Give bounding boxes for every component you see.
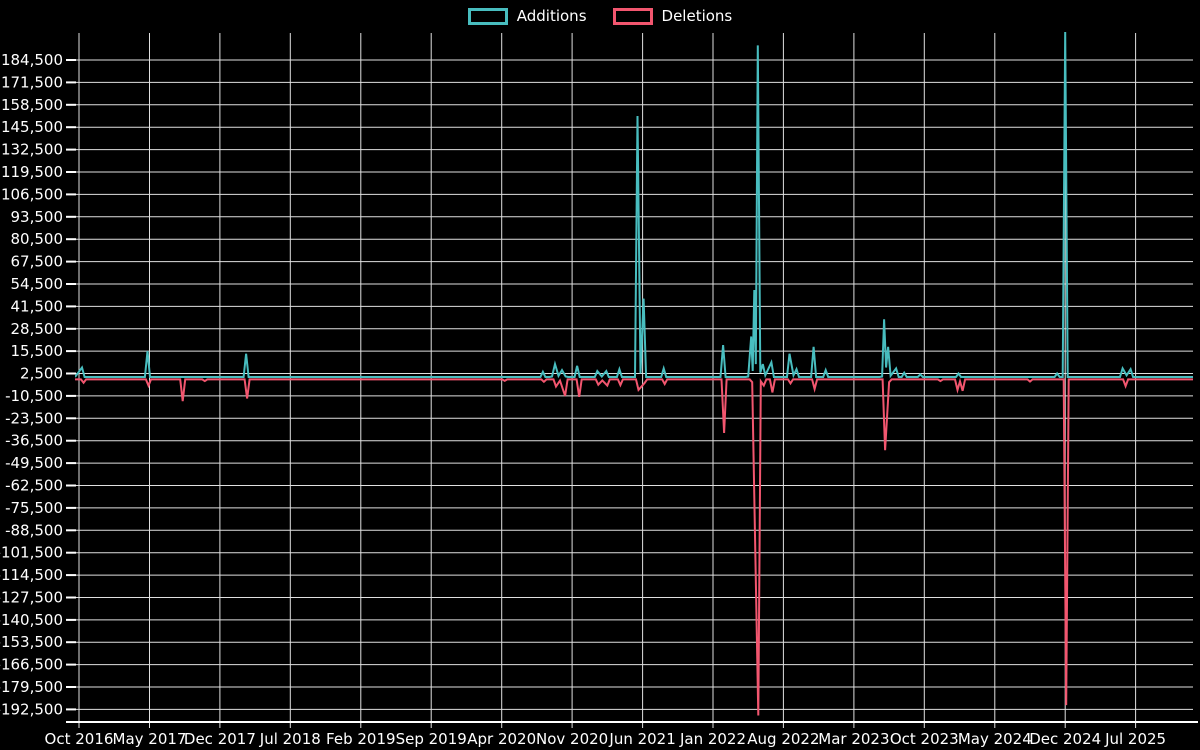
x-tick-label: Aug 2022 bbox=[747, 730, 819, 748]
y-tick-label: 158,500 bbox=[1, 96, 63, 114]
y-tick-label: 15,500 bbox=[11, 342, 64, 360]
deletions-swatch-icon bbox=[612, 7, 653, 25]
x-tick-label: Mar 2023 bbox=[818, 730, 889, 748]
y-tick-label: 93,500 bbox=[11, 208, 64, 226]
y-tick-label: 28,500 bbox=[11, 320, 64, 338]
x-tick-label: Nov 2020 bbox=[536, 730, 608, 748]
y-tick-label: -166,500 bbox=[0, 656, 63, 674]
y-tick-label: 171,500 bbox=[1, 73, 63, 91]
y-tick-label: 106,500 bbox=[1, 185, 63, 203]
y-tick-label: 67,500 bbox=[11, 253, 64, 271]
y-tick-label: 2,500 bbox=[20, 365, 63, 383]
y-tick-label: -36,500 bbox=[5, 432, 63, 450]
x-tick-label: Jun 2021 bbox=[608, 730, 675, 748]
y-tick-label: 80,500 bbox=[11, 230, 64, 248]
legend-item-additions[interactable]: Additions bbox=[467, 7, 587, 25]
y-tick-label: -114,500 bbox=[0, 566, 63, 584]
x-tick-label: Dec 2024 bbox=[1029, 730, 1101, 748]
y-tick-label: -62,500 bbox=[5, 477, 63, 495]
y-tick-label: -140,500 bbox=[0, 611, 63, 629]
x-tick-label: Feb 2019 bbox=[326, 730, 396, 748]
deletions-line bbox=[75, 377, 1193, 716]
y-tick-label: 184,500 bbox=[1, 51, 63, 69]
additions-line bbox=[75, 32, 1193, 379]
y-tick-label: -75,500 bbox=[5, 499, 63, 517]
x-tick-label: May 2017 bbox=[113, 730, 187, 748]
y-tick-label: -101,500 bbox=[0, 544, 63, 562]
y-tick-label: -127,500 bbox=[0, 589, 63, 607]
y-tick-label: -23,500 bbox=[5, 409, 63, 427]
y-tick-label: -10,500 bbox=[5, 387, 63, 405]
y-tick-label: -88,500 bbox=[5, 521, 63, 539]
y-tick-label: 119,500 bbox=[1, 163, 63, 181]
x-tick-label: Sep 2019 bbox=[396, 730, 467, 748]
y-tick-label: 54,500 bbox=[11, 275, 64, 293]
additions-swatch-icon bbox=[467, 7, 508, 25]
legend-item-deletions[interactable]: Deletions bbox=[612, 7, 733, 25]
y-tick-label: 145,500 bbox=[1, 118, 63, 136]
chart-legend: Additions Deletions bbox=[0, 7, 1200, 25]
x-tick-label: Apr 2020 bbox=[467, 730, 536, 748]
y-axis-grid: 184,500 171,500 158,500 145,500 132,500 119,5… bbox=[0, 51, 1193, 718]
y-tick-label: -49,500 bbox=[5, 454, 63, 472]
deletions-legend-label: Deletions bbox=[661, 7, 733, 25]
y-tick-label: -179,500 bbox=[0, 678, 63, 696]
y-tick-label: 41,500 bbox=[11, 297, 64, 315]
x-tick-label: Oct 2016 bbox=[45, 730, 114, 748]
x-tick-label: Jul 2025 bbox=[1104, 730, 1166, 748]
additions-legend-label: Additions bbox=[516, 7, 587, 25]
x-tick-label: Oct 2023 bbox=[890, 730, 959, 748]
x-tick-label: Jul 2018 bbox=[259, 730, 321, 748]
x-tick-label: May 2024 bbox=[958, 730, 1032, 748]
x-tick-label: Dec 2017 bbox=[184, 730, 256, 748]
y-tick-label: 132,500 bbox=[1, 141, 63, 159]
y-tick-label: -192,500 bbox=[0, 700, 63, 718]
y-tick-label: -153,500 bbox=[0, 633, 63, 651]
x-tick-label: Jan 2022 bbox=[679, 730, 746, 748]
